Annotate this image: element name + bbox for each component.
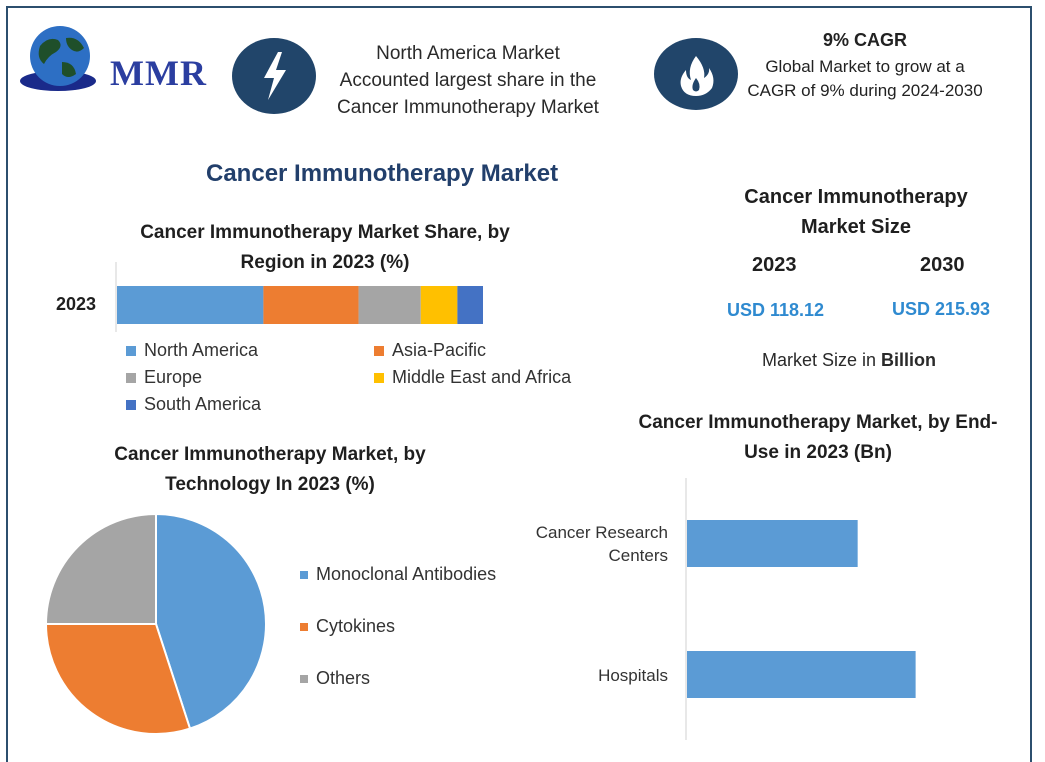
market-size-title-line: Market Size xyxy=(800,216,912,238)
market-size-note-text: Market Size in xyxy=(762,350,882,370)
globe-icon xyxy=(20,26,96,91)
region-bar-segment xyxy=(420,286,458,324)
highlight-line: Cancer Immunotherapy Market xyxy=(337,97,599,118)
end-use-category-label: Centers xyxy=(608,546,668,565)
legend-swatch xyxy=(300,622,308,631)
market-size-year-2023: 2023 xyxy=(752,254,797,276)
region-bar-segment xyxy=(263,286,359,324)
end-use-bar xyxy=(687,651,916,698)
region-stacked-bar-chart: 2023 xyxy=(56,262,483,332)
legend-swatch xyxy=(300,674,308,683)
technology-legend: Monoclonal Antibodies Cytokines Others xyxy=(300,564,540,704)
legend-item: Cytokines xyxy=(300,616,395,637)
legend-item: Others xyxy=(300,668,370,689)
region-bar-segment xyxy=(117,286,264,324)
market-size-title-line: Cancer Immunotherapy xyxy=(744,186,968,208)
legend-label: South America xyxy=(144,394,262,414)
logo-text: MMR xyxy=(110,53,207,93)
highlight-cagr: 9% CAGR Global Market to grow at a CAGR … xyxy=(740,30,990,103)
legend-item: Middle East and Africa xyxy=(374,367,571,388)
legend-label: Cytokines xyxy=(316,616,396,636)
legend-item: Europe xyxy=(126,367,202,388)
cagr-line: Global Market to grow at a xyxy=(765,57,965,76)
chart-title-line: Region in 2023 (%) xyxy=(240,252,410,273)
legend-swatch xyxy=(126,372,136,383)
pie-slice xyxy=(44,623,192,735)
chart-title-line: Cancer Immunotherapy Market, by xyxy=(114,444,426,465)
end-use-chart-title: Cancer Immunotherapy Market, by End- Use… xyxy=(610,408,1026,468)
end-use-category-label: Hospitals xyxy=(598,666,668,685)
legend-item: Asia-Pacific xyxy=(374,340,486,361)
technology-chart-title: Cancer Immunotherapy Market, by Technolo… xyxy=(60,440,480,500)
chart-title-line: Technology In 2023 (%) xyxy=(165,474,375,495)
pie-slice xyxy=(155,512,267,730)
highlight-line: North America Market xyxy=(376,43,560,64)
legend-label: North America xyxy=(144,340,259,360)
region-bar-segment xyxy=(358,286,421,324)
chart-title-line: Cancer Immunotherapy Market Share, by xyxy=(140,222,510,243)
region-category-label: 2023 xyxy=(56,294,96,314)
legend-swatch xyxy=(374,345,384,356)
pie-slice xyxy=(44,512,157,625)
legend-swatch xyxy=(126,399,136,410)
technology-pie-chart xyxy=(44,512,267,735)
legend-item: South America xyxy=(126,394,261,415)
market-size-value-2030: USD 215.93 xyxy=(892,299,991,319)
legend-swatch xyxy=(300,570,308,579)
legend-item: Monoclonal Antibodies xyxy=(300,564,496,585)
market-size-value-2023: USD 118.12 xyxy=(727,300,825,320)
market-size-note: Market Size in Billion xyxy=(762,350,936,371)
highlight-north-america: North America Market Accounted largest s… xyxy=(318,40,618,121)
legend-swatch xyxy=(126,345,136,356)
end-use-bar-chart: Cancer Research Centers Hospitals xyxy=(536,478,916,740)
market-size-note-unit: Billion xyxy=(881,350,937,370)
page-title: Cancer Immunotherapy Market xyxy=(206,160,559,187)
legend-label: Others xyxy=(316,668,371,688)
region-chart-title: Cancer Immunotherapy Market Share, by Re… xyxy=(100,218,550,278)
mmr-logo: MMR xyxy=(18,16,218,96)
highlight-line: Accounted largest share in the xyxy=(339,70,597,91)
legend-item: North America xyxy=(126,340,258,361)
legend-label: Middle East and Africa xyxy=(392,367,572,387)
region-legend: North America Asia-Pacific Europe Middle… xyxy=(126,340,606,424)
market-size-year-2030: 2030 xyxy=(920,254,965,276)
region-bar-segment xyxy=(457,286,483,324)
end-use-category-label: Cancer Research xyxy=(536,523,668,542)
market-size-title: Cancer Immunotherapy Market Size xyxy=(706,182,1006,242)
legend-label: Monoclonal Antibodies xyxy=(316,564,497,584)
chart-title-line: Use in 2023 (Bn) xyxy=(744,442,892,463)
chart-title-line: Cancer Immunotherapy Market, by End- xyxy=(638,412,998,433)
lightning-icon xyxy=(232,38,316,114)
cagr-line: CAGR of 9% during 2024-2030 xyxy=(747,81,983,100)
flame-icon xyxy=(654,38,738,110)
end-use-bar xyxy=(687,520,858,567)
legend-label: Asia-Pacific xyxy=(392,340,487,360)
cagr-title: 9% CAGR xyxy=(822,30,907,50)
legend-swatch xyxy=(374,372,384,383)
legend-label: Europe xyxy=(144,367,203,387)
page-frame xyxy=(6,6,1032,762)
